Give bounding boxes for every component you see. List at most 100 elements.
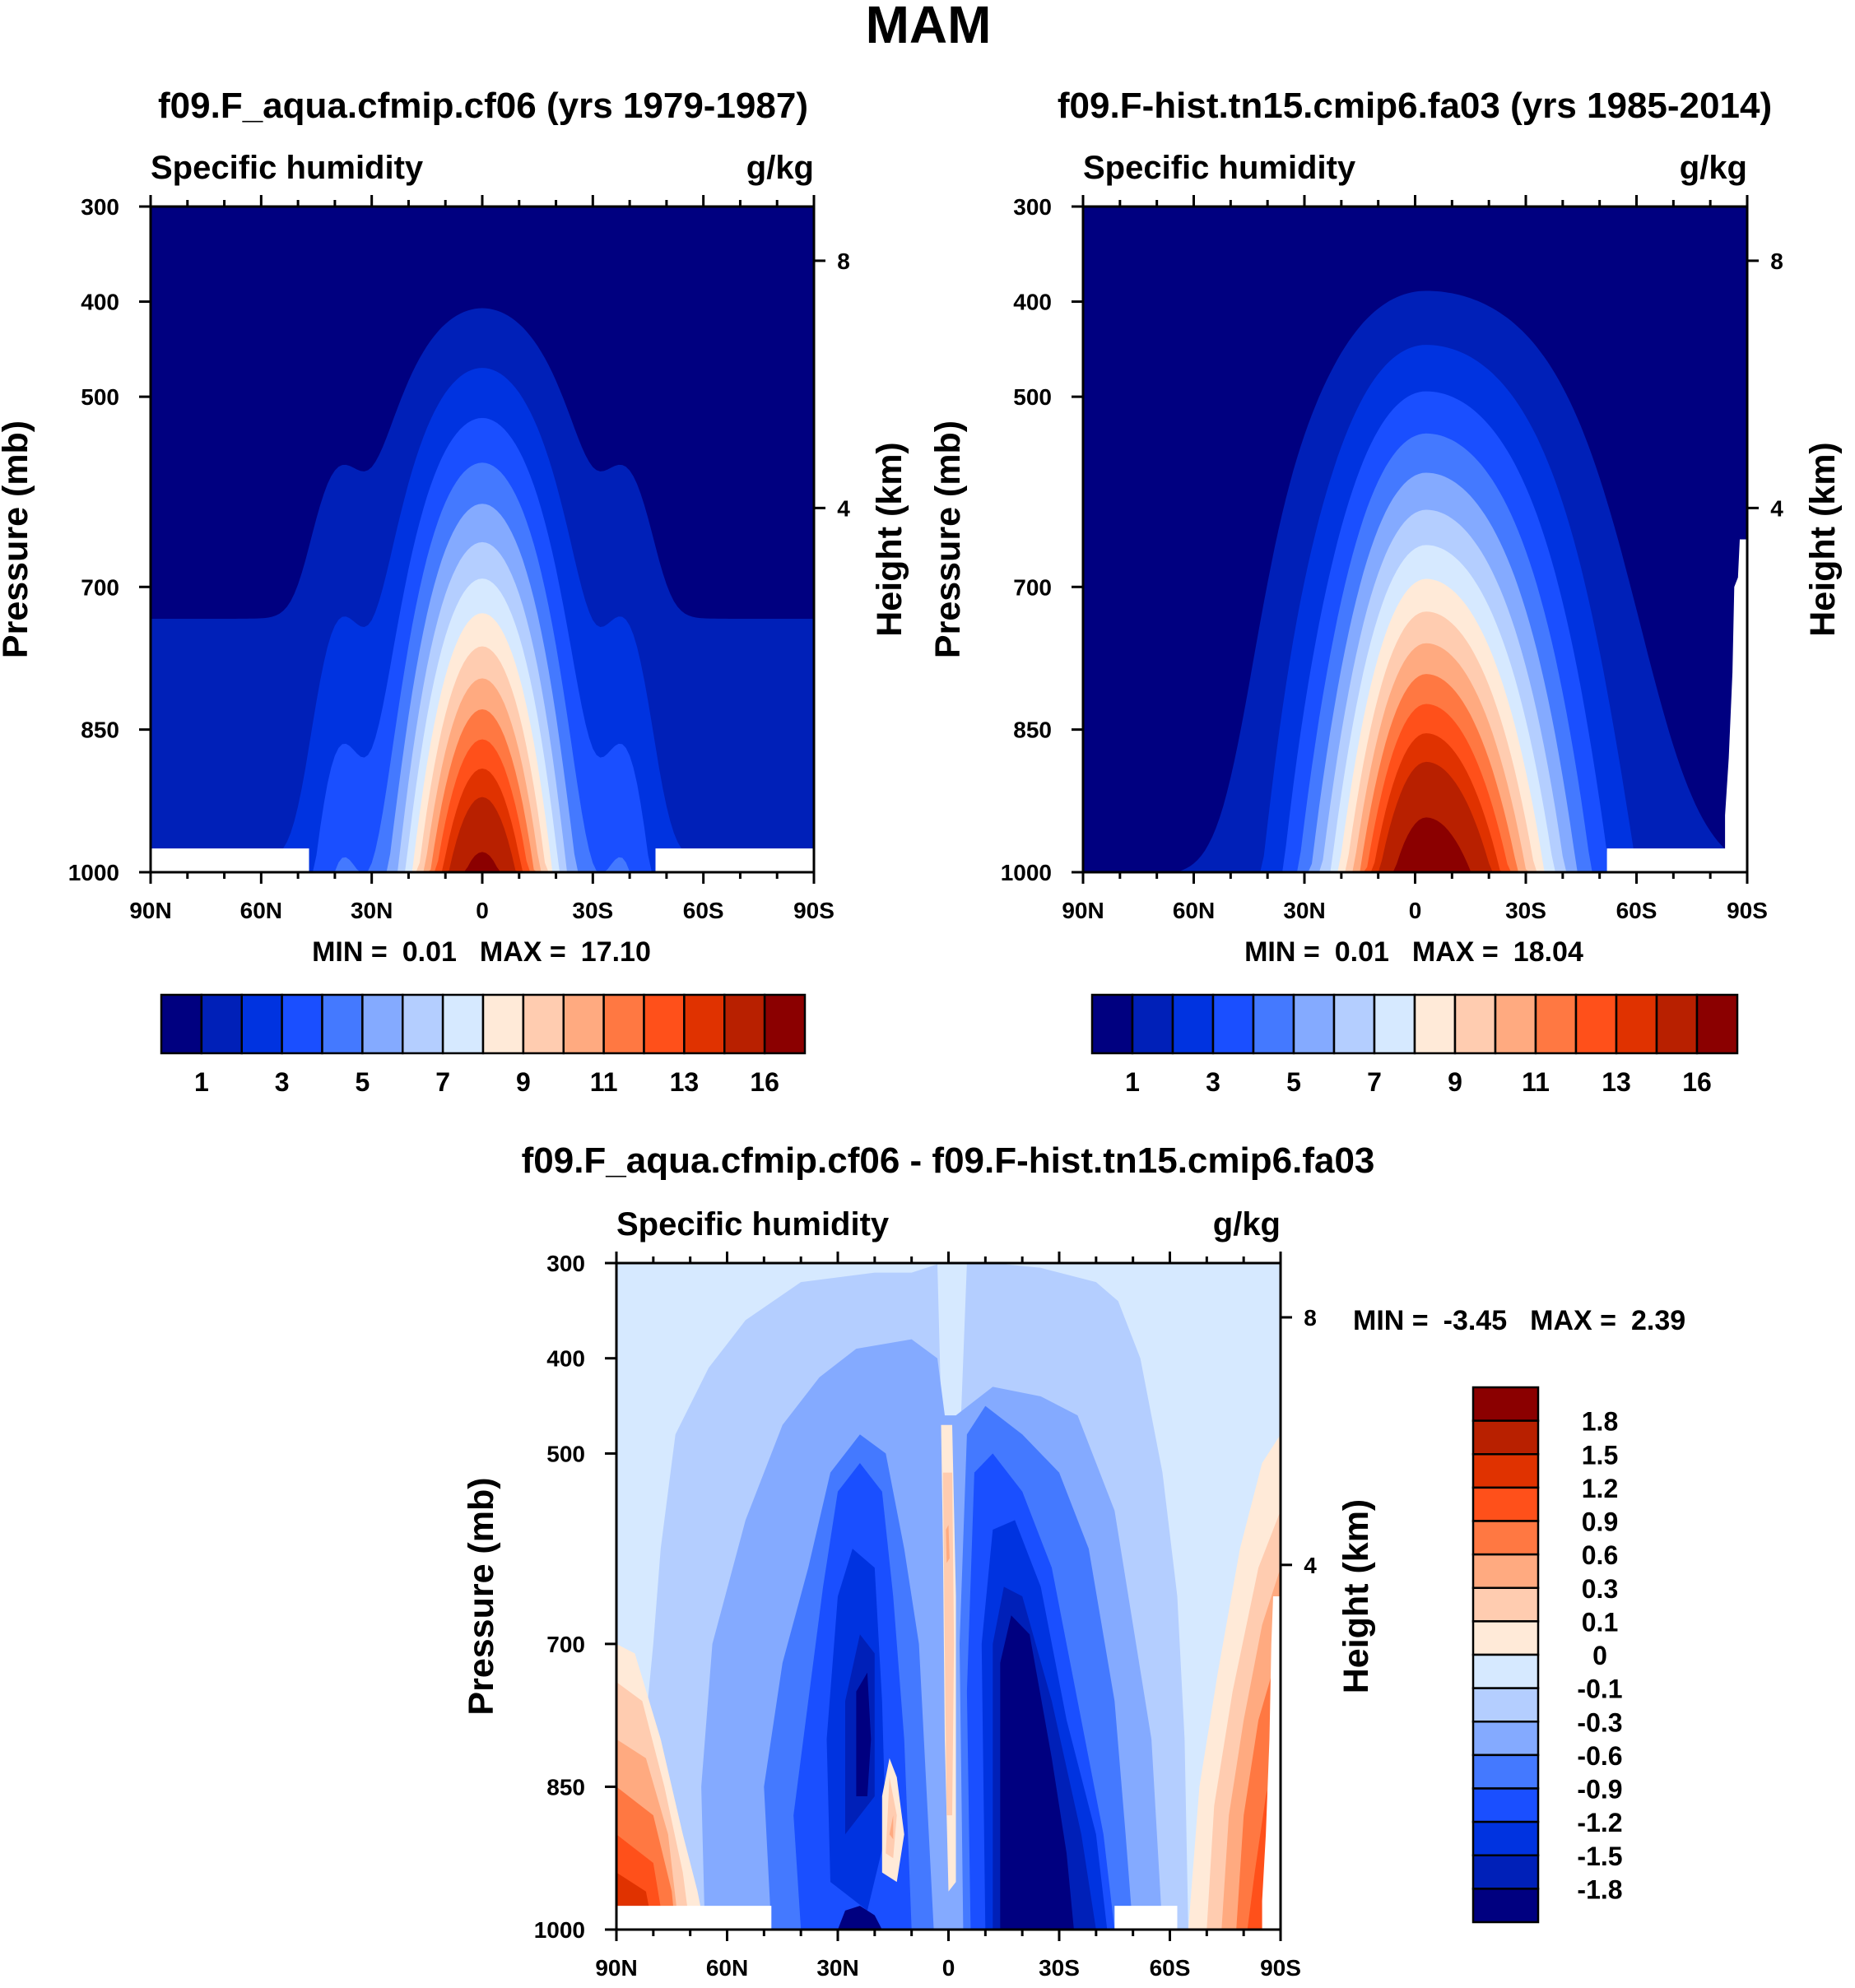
- variable-label: Specific humidity: [616, 1206, 890, 1242]
- contour-region: [838, 1906, 882, 1930]
- colorbar-label: 1.2: [1582, 1474, 1618, 1503]
- colorbar-box: [1171, 993, 1215, 1055]
- contour-region: [886, 1777, 897, 1859]
- y-axis-label: Pressure (mb): [0, 420, 35, 658]
- colorbar-box: [321, 993, 364, 1055]
- y-tick-label: 1000: [68, 860, 119, 885]
- colorbar-box: [723, 993, 766, 1055]
- min-value: 0.01: [402, 936, 457, 968]
- y-tick-label: 400: [546, 1346, 585, 1372]
- y-tick-label: 850: [546, 1774, 585, 1800]
- y-tick-label: 300: [1013, 194, 1052, 220]
- colorbar-box: [683, 993, 726, 1055]
- colorbar-box: [1471, 1453, 1540, 1489]
- y-axis-label: Pressure (mb): [462, 1477, 501, 1715]
- y-tick-label: 850: [1013, 718, 1052, 743]
- colorbar-label: 1: [1125, 1067, 1140, 1097]
- max-label: MAX =: [1530, 1305, 1616, 1336]
- max-value: 2.39: [1631, 1305, 1685, 1336]
- x-tick-label: 30N: [351, 898, 393, 923]
- contour-level-14: [151, 797, 814, 872]
- y-tick-label: 500: [1013, 384, 1052, 410]
- min-label: MIN =: [1353, 1305, 1429, 1336]
- y-tick-label: 400: [1013, 290, 1052, 315]
- colorbar-box: [1332, 993, 1376, 1055]
- x-tick-label: 60S: [683, 898, 724, 923]
- y-tick-label: 700: [546, 1632, 585, 1657]
- height-tick-label: 4: [837, 495, 850, 521]
- height-tick-label: 8: [837, 248, 850, 274]
- colorbar-box: [1373, 993, 1416, 1055]
- colorbar-label: -1.2: [1577, 1808, 1622, 1837]
- y-tick-label: 300: [81, 194, 119, 220]
- colorbar-box: [1292, 993, 1336, 1055]
- y-axis-label: Pressure (mb): [928, 420, 968, 658]
- y-tick-label: 850: [81, 718, 119, 743]
- contour-level-16: [151, 852, 814, 872]
- colorbar-box: [643, 993, 686, 1055]
- plot-difference: 90N 60N 30N 0 30S 60S 90S 300 400 500 700 850 1000 8 4…: [462, 1140, 1685, 1981]
- variable-label: Specific humidity: [151, 150, 424, 186]
- colorbar-box: [1615, 993, 1658, 1055]
- colorbar-box: [441, 993, 485, 1055]
- colorbar-box: [1471, 1419, 1540, 1456]
- colorbar-box: [1413, 993, 1457, 1055]
- max-label: MAX =: [1412, 936, 1499, 968]
- colorbar-box: [1695, 993, 1739, 1055]
- colorbar-label: 0.6: [1582, 1540, 1618, 1570]
- y-tick-label: 400: [81, 290, 119, 315]
- colorbar-label: 1.8: [1582, 1407, 1618, 1437]
- colorbar-label: 11: [590, 1067, 618, 1097]
- missing-data-mask: [655, 848, 814, 872]
- missing-data-mask: [151, 848, 309, 872]
- colorbar-label: 0: [1592, 1641, 1607, 1670]
- colorbar-label: 9: [516, 1067, 531, 1097]
- x-tick-label: 30S: [1505, 898, 1546, 923]
- colorbar-box: [1471, 1753, 1540, 1790]
- contour-region: [942, 1472, 955, 1816]
- contour-region: [1000, 1615, 1074, 1930]
- colorbar-box: [562, 993, 605, 1055]
- missing-data-mask: [1114, 1906, 1178, 1930]
- colorbar-box: [1471, 1386, 1540, 1422]
- colorbar-box: [1471, 1687, 1540, 1723]
- colorbar-label: 7: [435, 1067, 450, 1097]
- contour-level-14: [1083, 761, 1747, 872]
- colorbar-box: [402, 993, 444, 1055]
- y-tick-label: 700: [1013, 574, 1052, 600]
- missing-data-mask: [1725, 539, 1747, 872]
- x-tick-label: 30N: [1283, 898, 1325, 923]
- colorbar-box: [602, 993, 645, 1055]
- colorbar-label: 0.3: [1582, 1574, 1618, 1604]
- colorbar-label: -1.5: [1577, 1842, 1622, 1871]
- colorbar-box: [1471, 1787, 1540, 1823]
- x-tick-label: 60N: [1173, 898, 1215, 923]
- figure-title: MAM: [866, 0, 992, 54]
- units-label: g/kg: [746, 150, 814, 186]
- x-tick-label: 60S: [1616, 898, 1657, 923]
- x-tick-label: 0: [942, 1955, 955, 1981]
- colorbar-box: [763, 993, 807, 1055]
- min-max-label: MIN = 0.01 MAX = 18.04: [1244, 936, 1583, 968]
- colorbar-label: -0.6: [1577, 1741, 1622, 1771]
- colorbar-label: 9: [1448, 1067, 1462, 1097]
- contour-level-16: [1083, 817, 1747, 872]
- colorbar-label: 11: [1522, 1067, 1550, 1097]
- height-tick-label: 8: [1304, 1305, 1317, 1331]
- min-value: 0.01: [1335, 936, 1389, 968]
- contour-region: [946, 1525, 950, 1563]
- colorbar-box: [1131, 993, 1174, 1055]
- y-tick-label: 500: [546, 1441, 585, 1466]
- max-label: MAX =: [480, 936, 566, 968]
- colorbar-box: [1471, 1820, 1540, 1856]
- colorbar-box: [160, 993, 203, 1055]
- contour-region: [856, 1672, 872, 1796]
- colorbar-label: 0.9: [1582, 1507, 1618, 1537]
- x-tick-label: 90S: [793, 898, 835, 923]
- min-max-label: MIN = -3.45 MAX = 2.39: [1353, 1305, 1685, 1336]
- colorbar-box: [1471, 1520, 1540, 1556]
- x-tick-label: 0: [476, 898, 489, 923]
- y-tick-label: 500: [81, 384, 119, 410]
- max-value: 17.10: [581, 936, 651, 968]
